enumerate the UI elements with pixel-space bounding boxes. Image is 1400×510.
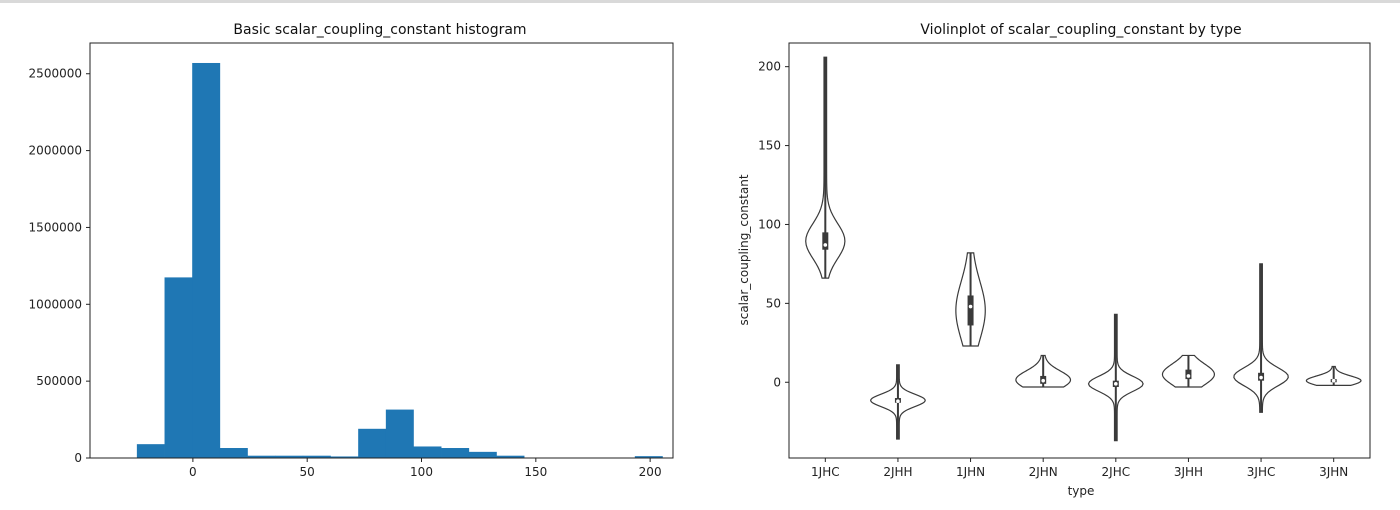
violinplot-y-tick-label: 0 <box>773 375 781 389</box>
histogram-bar <box>302 455 331 458</box>
histogram-bar <box>634 456 663 458</box>
violinplot-ylabel: scalar_coupling_constant <box>737 174 751 325</box>
violinplot-x-tick-label: 2JHN <box>1029 465 1058 479</box>
histogram-y-tick-label: 1000000 <box>29 297 82 311</box>
violinplot-x-tick-label: 2JHC <box>1102 465 1131 479</box>
histogram-bar <box>330 456 359 458</box>
histogram-title: Basic scalar_coupling_constant histogram <box>233 22 526 38</box>
histogram-y-tick-label: 1500000 <box>29 220 82 234</box>
violinplot-x-tick-label: 2JHH <box>883 465 912 479</box>
histogram-y-tick-label: 2000000 <box>29 144 82 158</box>
violinplot-xlabel: type <box>1068 484 1095 498</box>
histogram-bar <box>385 409 414 458</box>
histogram-x-tick-label: 50 <box>300 465 315 479</box>
violin-iqr-box <box>967 295 974 326</box>
violinplot-x-tick-label: 1JHN <box>956 465 985 479</box>
violin-iqr-box <box>822 232 829 250</box>
histogram-bar <box>247 455 276 458</box>
histogram-frame <box>89 42 674 459</box>
histogram-bar <box>358 428 387 458</box>
top-divider <box>0 0 1400 3</box>
violin-median-dot <box>1331 378 1336 383</box>
histogram-bar <box>164 277 193 458</box>
histogram-y-tick-label: 2500000 <box>29 67 82 81</box>
histogram-bar <box>441 448 470 458</box>
violinplot-x-tick-label: 1JHC <box>811 465 840 479</box>
histogram-x-tick-label: 0 <box>189 465 197 479</box>
violinplot-y-tick-label: 200 <box>758 60 781 74</box>
violinplot-x-tick-label: 3JHC <box>1247 465 1276 479</box>
violinplot-chart: Violinplot of scalar_coupling_constant b… <box>737 22 1371 498</box>
histogram-bar <box>413 446 442 458</box>
histogram-y-tick-label: 0 <box>74 451 82 465</box>
histogram-bar <box>496 455 525 458</box>
violinplot-y-tick-label: 150 <box>758 139 781 153</box>
histogram-bars <box>136 62 663 459</box>
violinplot-frame <box>788 42 1371 459</box>
histogram-bar <box>192 62 221 459</box>
violinplot-violins <box>805 56 1362 442</box>
histogram-x-tick-label: 100 <box>410 465 433 479</box>
violinplot-x-tick-label: 3JHH <box>1174 465 1203 479</box>
violinplot-y-tick-label: 100 <box>758 217 781 231</box>
violinplot-x-tick-label: 3JHN <box>1319 465 1348 479</box>
violinplot-y-tick-label: 50 <box>766 296 781 310</box>
histogram-x-tick-label: 200 <box>639 465 662 479</box>
violinplot-x-ticks: 1JHC 2JHH 1JHN 2JHN 2JHC 3JHH 3JHC 3JHN <box>811 458 1348 479</box>
violin-median-dot <box>823 243 828 247</box>
violin-median-dot <box>1186 374 1191 378</box>
violin-median-dot <box>896 399 900 403</box>
violin-median-dot <box>1259 375 1263 380</box>
violin-median-dot <box>1041 378 1045 383</box>
histogram-bar <box>136 444 165 458</box>
histogram-x-ticks: 0 50 100 150 200 <box>189 458 662 479</box>
histogram-bar <box>275 455 304 458</box>
violin-median-dot <box>1114 382 1118 386</box>
violin-median-dot <box>968 304 973 309</box>
histogram-bar <box>219 448 248 458</box>
histogram-chart: Basic scalar_coupling_constant histogram… <box>29 22 674 479</box>
histogram-bar <box>468 451 497 458</box>
violinplot-title: Violinplot of scalar_coupling_constant b… <box>920 22 1241 38</box>
histogram-x-tick-label: 150 <box>524 465 547 479</box>
histogram-y-ticks: 0 500000 1000000 1500000 2000000 2500000 <box>29 67 90 465</box>
violinplot-y-ticks: 0 50 100 150 200 <box>758 60 789 389</box>
histogram-y-tick-label: 500000 <box>36 374 82 388</box>
